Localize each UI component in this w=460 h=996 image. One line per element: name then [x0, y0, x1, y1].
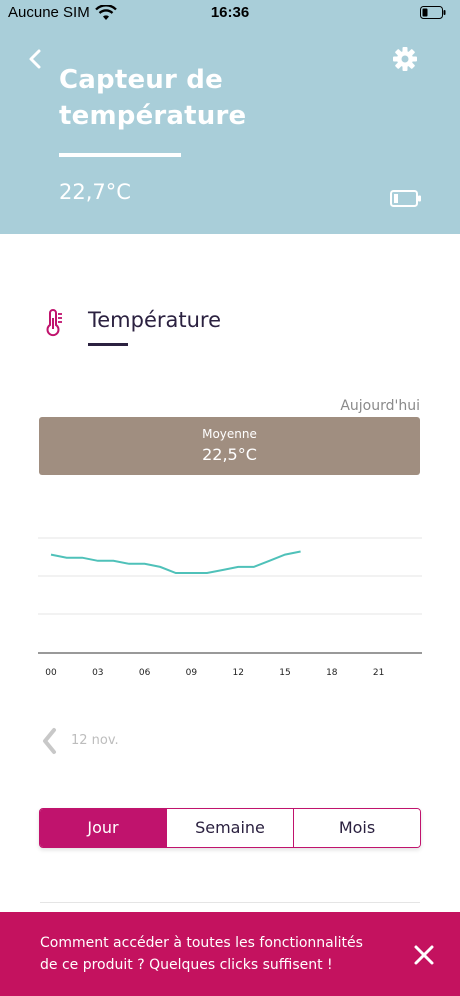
settings-button[interactable] — [390, 44, 420, 74]
x-tick-label: 21 — [373, 668, 384, 678]
temperature-line — [50, 550, 301, 574]
back-button[interactable] — [22, 44, 50, 74]
segment-day[interactable]: Jour — [40, 809, 166, 847]
temperature-chart: 00 03 06 09 12 15 18 21 — [38, 537, 422, 678]
divider — [40, 902, 420, 903]
current-temperature: 22,7°C — [59, 180, 131, 204]
status-time: 16:36 — [210, 4, 250, 21]
battery-icon — [420, 6, 446, 19]
x-tick-label: 06 — [139, 668, 151, 678]
average-card: Moyenne 22,5°C — [39, 417, 420, 475]
x-tick-label: 15 — [279, 668, 290, 678]
close-banner-button[interactable] — [410, 941, 438, 969]
chevron-left-icon — [29, 49, 41, 69]
x-tick-label: 18 — [326, 668, 338, 678]
page-title: Capteur de température — [59, 65, 247, 131]
chevron-left-icon — [43, 728, 56, 754]
title-underline — [59, 153, 181, 157]
period-selector: Jour Semaine Mois — [39, 808, 421, 848]
section-title: Température — [88, 308, 222, 332]
help-banner[interactable]: Comment accéder à toutes les fonctionnal… — [0, 912, 460, 996]
previous-date-label: 12 nov. — [71, 733, 119, 748]
banner-text: Comment accéder à toutes les fonctionnal… — [40, 935, 363, 973]
thermometer-icon — [46, 309, 62, 337]
segment-month[interactable]: Mois — [293, 809, 420, 847]
x-tick-label: 12 — [232, 668, 243, 678]
section-underline — [88, 343, 128, 346]
previous-day-button[interactable]: 12 nov. — [38, 727, 158, 755]
segment-week[interactable]: Semaine — [166, 809, 293, 847]
x-tick-label: 03 — [92, 668, 103, 678]
battery-icon — [390, 190, 421, 207]
gear-icon — [393, 47, 417, 71]
x-tick-label: 09 — [186, 668, 198, 678]
wifi-icon — [95, 5, 117, 20]
header: Aucune SIM 16:36 — [0, 0, 460, 234]
average-value: 22,5°C — [202, 445, 257, 464]
carrier-label: Aucune SIM — [8, 4, 90, 21]
x-tick-label: 00 — [45, 668, 57, 678]
average-label: Moyenne — [202, 427, 257, 441]
close-icon — [414, 945, 434, 965]
status-bar: Aucune SIM 16:36 — [0, 0, 460, 28]
period-label: Aujourd'hui — [340, 398, 420, 414]
